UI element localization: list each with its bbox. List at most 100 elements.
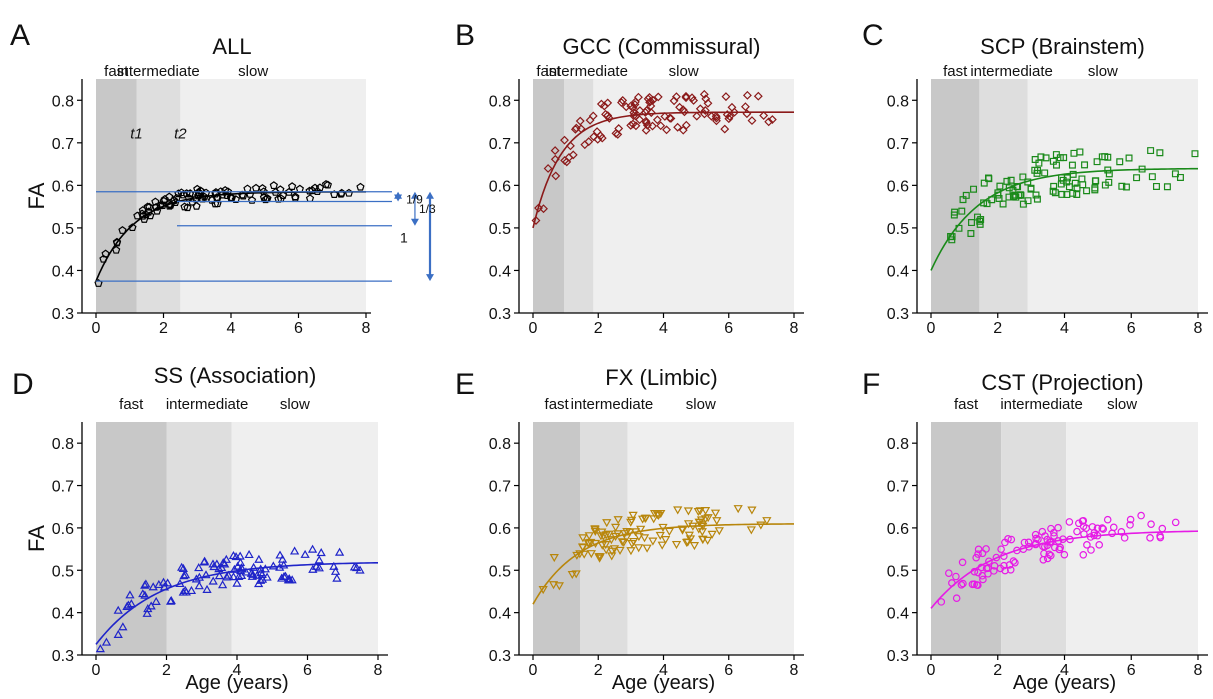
data-point <box>707 530 717 539</box>
y-tick-label: 0.6 <box>887 521 909 538</box>
data-point <box>628 511 638 520</box>
phase-label-intermediate: intermediate <box>545 63 628 80</box>
phase-label-slow: slow <box>686 396 716 413</box>
phase-band-intermediate <box>563 79 594 313</box>
data-point <box>579 550 589 559</box>
data-point <box>151 596 161 605</box>
data-point <box>641 116 651 126</box>
data-point <box>678 125 688 135</box>
phase-band-slow <box>231 422 378 655</box>
data-point <box>1001 566 1009 575</box>
data-point <box>977 216 985 223</box>
data-point <box>256 568 266 577</box>
arrow-head <box>426 191 434 199</box>
data-point <box>1031 156 1039 163</box>
t2-label: t2 <box>174 125 187 142</box>
y-axis-label: FA <box>24 525 49 552</box>
data-point <box>247 195 257 204</box>
panel-title: CST (Projection) <box>981 370 1143 395</box>
y-tick-label: 0.8 <box>52 436 74 453</box>
arrow-head <box>410 218 419 226</box>
phase-label-slow: slow <box>238 63 268 80</box>
fit-curve <box>930 167 1199 271</box>
data-point <box>323 180 332 189</box>
data-point <box>1006 566 1015 574</box>
data-point <box>223 570 234 579</box>
data-point <box>742 90 752 100</box>
data-point <box>349 562 360 571</box>
phase-band-fast <box>533 79 564 313</box>
data-point <box>979 575 987 584</box>
data-point <box>247 571 257 580</box>
data-point <box>228 572 239 581</box>
data-point <box>289 546 300 555</box>
data-point <box>1125 154 1133 162</box>
data-point <box>700 106 710 115</box>
x-tick-label: 4 <box>227 320 236 337</box>
panel-e: fast intermediate slow 0.3 0.4 0.5 0.6 0.7 0.8 0 2… <box>455 365 804 694</box>
data-point <box>1049 187 1057 195</box>
data-point <box>1060 154 1068 162</box>
data-point <box>710 509 721 518</box>
data-point <box>957 580 966 589</box>
y-tick-label: 0.6 <box>52 521 74 538</box>
phase-label-fast: fast <box>119 396 144 413</box>
data-point <box>590 526 600 535</box>
data-point <box>584 137 594 147</box>
data-point <box>178 563 188 572</box>
phase-label-fast: fast <box>943 63 968 80</box>
data-point <box>159 196 169 205</box>
data-point <box>657 541 667 550</box>
data-point <box>968 580 977 589</box>
data-point <box>578 544 588 553</box>
data-point <box>680 107 689 117</box>
data-point <box>974 550 982 558</box>
data-point <box>300 549 310 558</box>
data-point <box>1055 545 1064 554</box>
phase-label-intermediate: intermediate <box>1000 396 1083 413</box>
data-point <box>693 507 703 517</box>
x-tick-label: 0 <box>529 662 538 679</box>
data-point <box>1047 524 1055 533</box>
data-point <box>177 562 187 571</box>
data-point <box>287 575 297 584</box>
data-point <box>948 236 956 244</box>
data-point <box>1068 161 1076 169</box>
data-point <box>1191 150 1199 158</box>
data-point <box>1024 538 1033 547</box>
data-point <box>985 174 992 182</box>
data-point <box>603 111 613 120</box>
phase-label-slow: slow <box>280 396 310 413</box>
data-point <box>673 506 683 515</box>
data-point <box>592 127 602 137</box>
data-point <box>1024 197 1032 205</box>
y-tick-label: 0.8 <box>887 93 909 110</box>
data-point <box>700 506 711 516</box>
phase-band-slow <box>1066 422 1198 655</box>
data-point <box>208 576 218 585</box>
data-point <box>628 103 638 113</box>
data-point <box>618 95 628 105</box>
data-point <box>220 559 230 568</box>
data-point <box>984 564 992 572</box>
data-point <box>1147 520 1155 528</box>
data-point <box>332 573 342 582</box>
data-point <box>232 578 242 587</box>
data-point <box>284 574 294 583</box>
x-tick-label: 4 <box>659 320 668 337</box>
data-point <box>597 528 607 537</box>
data-point <box>244 549 254 559</box>
data-point <box>629 537 639 547</box>
data-point <box>314 563 324 572</box>
data-point <box>257 574 268 583</box>
data-point <box>712 517 722 526</box>
x-axis-label: Age (years) <box>1013 672 1116 694</box>
data-point <box>1034 166 1042 174</box>
x-tick-label: 6 <box>294 320 303 337</box>
data-point <box>1001 538 1009 547</box>
data-point <box>959 579 967 588</box>
fraction-label: 1 <box>400 229 408 245</box>
x-tick-label: 4 <box>659 662 668 679</box>
data-point <box>1120 534 1129 542</box>
